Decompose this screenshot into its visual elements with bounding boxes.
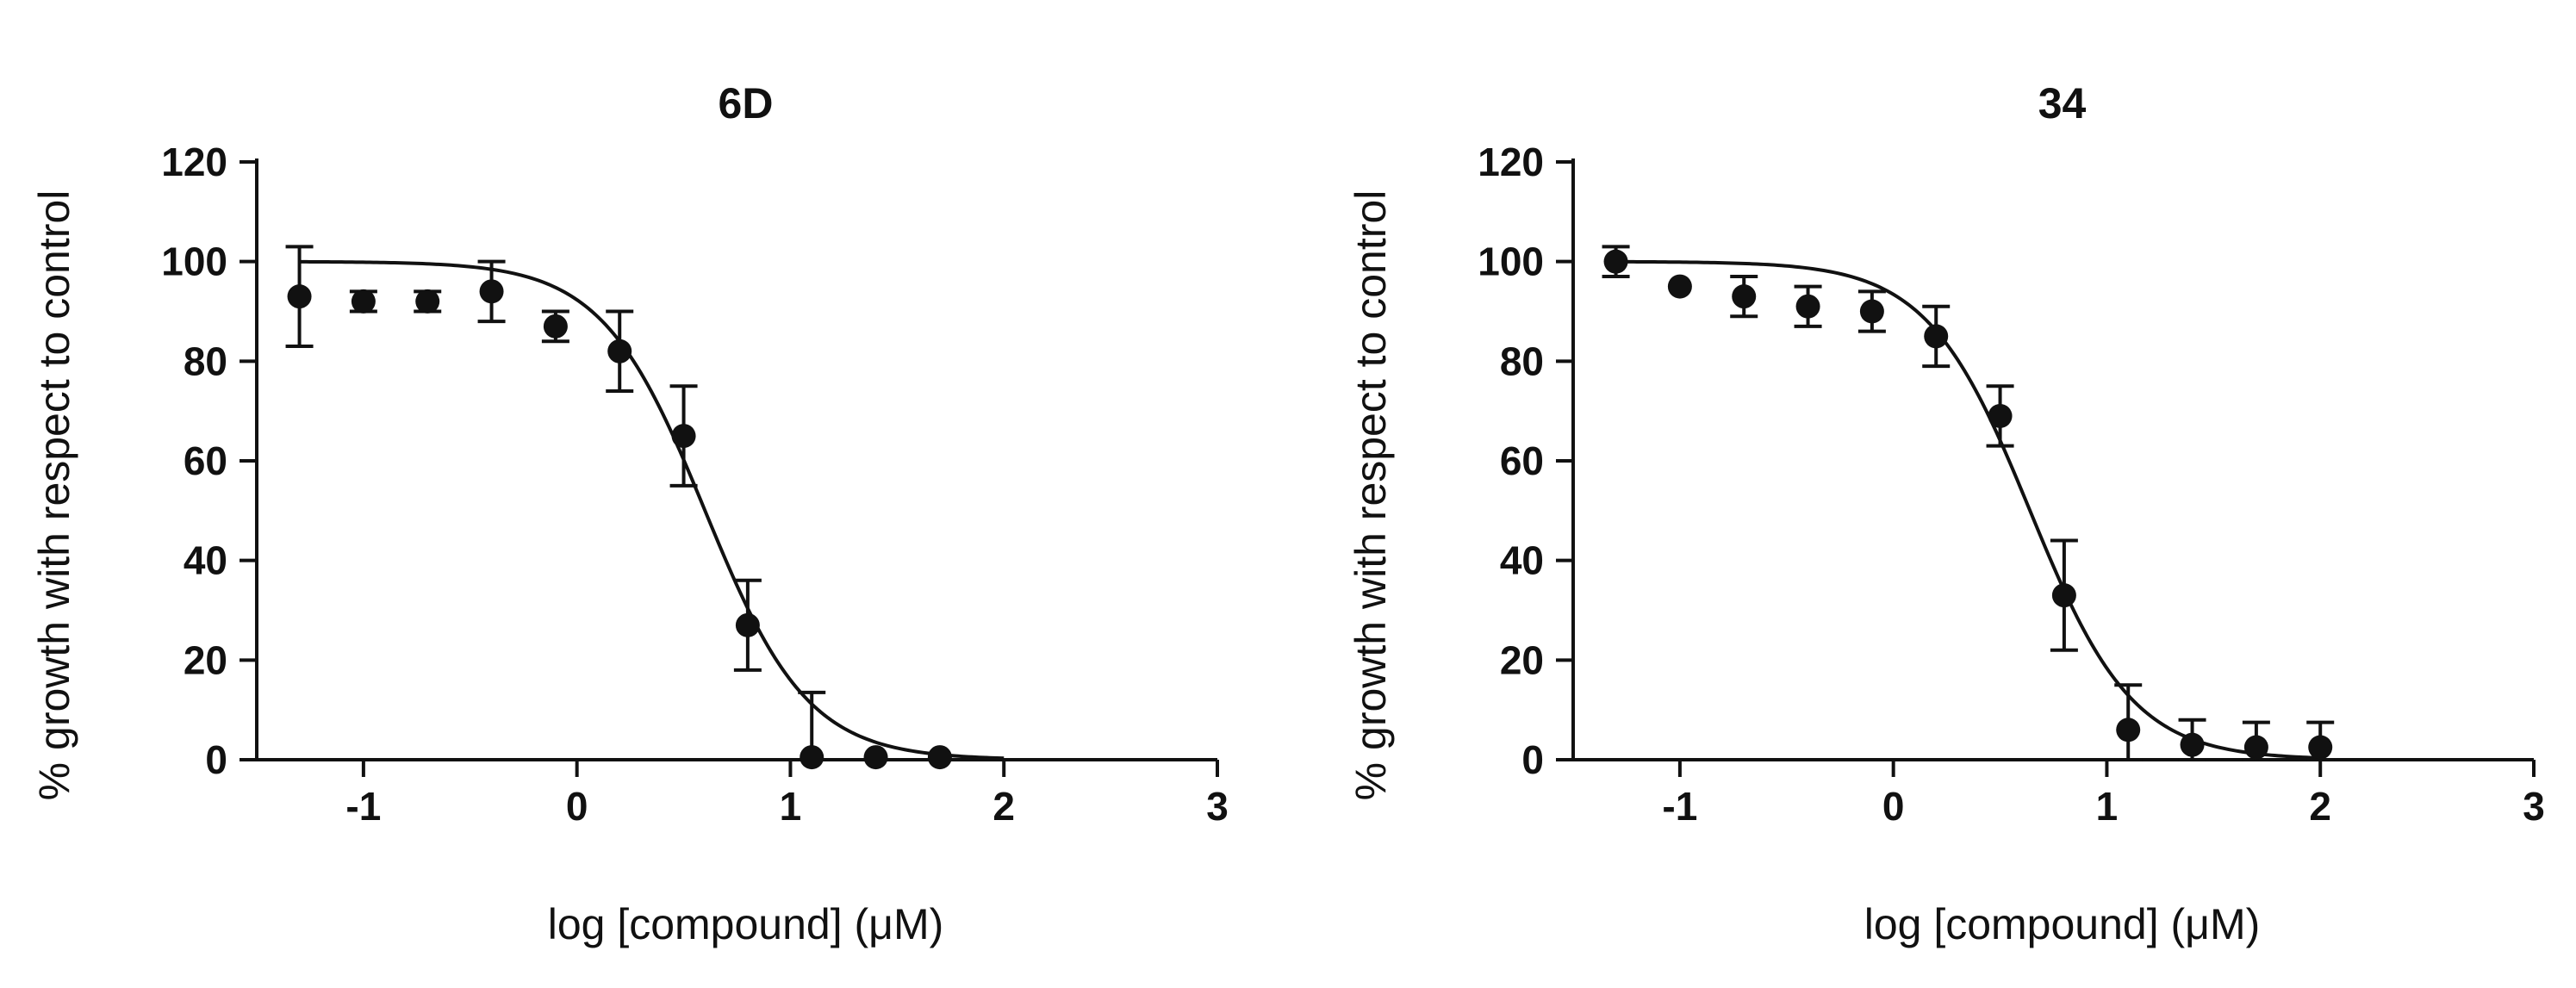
data-point (2051, 583, 2076, 608)
y-tick-label: 80 (1500, 339, 1544, 383)
data-point (543, 314, 568, 339)
data-point (671, 424, 696, 449)
data-point (2308, 735, 2333, 760)
x-axis-title: log [compound] (μM) (1864, 900, 2261, 948)
y-tick-label: 0 (205, 737, 227, 782)
data-point (351, 289, 376, 314)
data-point (2180, 732, 2205, 757)
y-axis-title: % growth with respect to control (30, 190, 78, 801)
fit-curve (299, 259, 1005, 761)
data-point (1795, 294, 1820, 319)
y-tick-label: 100 (1478, 239, 1544, 284)
data-point (1924, 324, 1949, 349)
data-point (927, 745, 952, 770)
y-tick-label: 60 (184, 438, 227, 483)
data-point (1859, 299, 1884, 324)
data-point (2116, 718, 2141, 743)
y-tick-label: 120 (1478, 140, 1544, 184)
y-tick-label: 60 (1500, 438, 1544, 483)
y-tick-label: 40 (184, 538, 227, 583)
y-tick-label: 40 (1500, 538, 1544, 583)
x-tick-label: 2 (992, 784, 1015, 829)
chart-title: 34 (2038, 79, 2087, 127)
x-tick-label: 2 (2309, 784, 2331, 829)
x-tick-label: 1 (2096, 784, 2119, 829)
chart-panel-34: 34 0 20 40 60 80 100 120 -1 0 1 2 3 log [compound] (μ… (1347, 79, 2545, 948)
data-point (2243, 735, 2268, 760)
y-tick-label: 80 (184, 339, 227, 383)
fit-curve (1615, 259, 2321, 760)
y-tick-label: 100 (161, 239, 227, 284)
data-point (1667, 274, 1692, 299)
data-point (800, 745, 824, 770)
data-point (863, 745, 888, 770)
chart-title: 6D (719, 79, 774, 127)
y-tick-label: 120 (161, 140, 227, 184)
x-tick-label: 1 (780, 784, 802, 829)
data-point (1603, 249, 1628, 274)
data-point (287, 284, 312, 309)
x-axis-title: log [compound] (μM) (548, 900, 944, 948)
data-point (1732, 284, 1757, 309)
y-tick-label: 0 (1521, 737, 1544, 782)
y-axis-title: % growth with respect to control (1347, 190, 1395, 801)
x-tick-label: -1 (1662, 784, 1697, 829)
data-point (607, 339, 632, 364)
x-tick-label: 3 (2523, 784, 2545, 829)
x-tick-label: 3 (1206, 784, 1229, 829)
x-tick-label: -1 (345, 784, 381, 829)
data-point (479, 279, 504, 304)
data-point (735, 612, 760, 637)
chart-panel-6d: 6D 0 20 40 60 80 100 120 -1 0 1 2 3 log [compound] (μ… (30, 79, 1229, 948)
data-point (415, 289, 440, 314)
x-tick-label: 0 (566, 784, 588, 829)
data-point (1988, 403, 2013, 428)
y-tick-label: 20 (1500, 637, 1544, 682)
y-tick-label: 20 (184, 637, 227, 682)
x-tick-label: 0 (1882, 784, 1905, 829)
